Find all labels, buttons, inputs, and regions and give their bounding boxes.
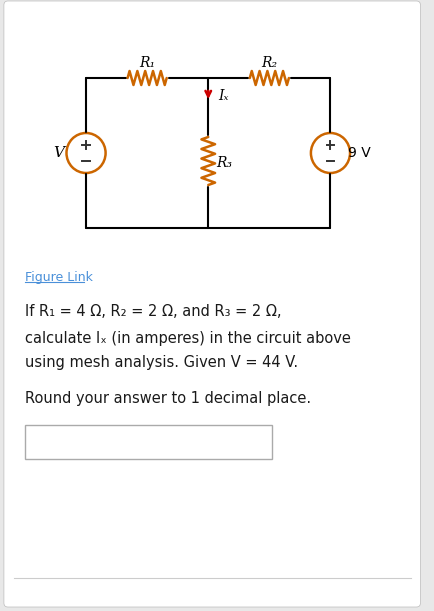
Text: using mesh analysis. Given V = 44 V.: using mesh analysis. Given V = 44 V. xyxy=(26,354,299,370)
Text: R₃: R₃ xyxy=(216,156,232,170)
FancyBboxPatch shape xyxy=(26,425,272,459)
Text: R₂: R₂ xyxy=(261,56,277,70)
Text: R₁: R₁ xyxy=(139,56,155,70)
Text: If R₁ = 4 Ω, R₂ = 2 Ω, and R₃ = 2 Ω,: If R₁ = 4 Ω, R₂ = 2 Ω, and R₃ = 2 Ω, xyxy=(26,304,282,320)
Text: V: V xyxy=(53,146,64,160)
Text: Iₓ: Iₓ xyxy=(218,89,228,103)
FancyBboxPatch shape xyxy=(4,1,421,607)
Text: Round your answer to 1 decimal place.: Round your answer to 1 decimal place. xyxy=(26,390,312,406)
Text: Figure Link: Figure Link xyxy=(26,271,93,285)
Text: calculate Iₓ (in amperes) in the circuit above: calculate Iₓ (in amperes) in the circuit… xyxy=(26,331,351,345)
Text: 9 V: 9 V xyxy=(349,146,371,160)
